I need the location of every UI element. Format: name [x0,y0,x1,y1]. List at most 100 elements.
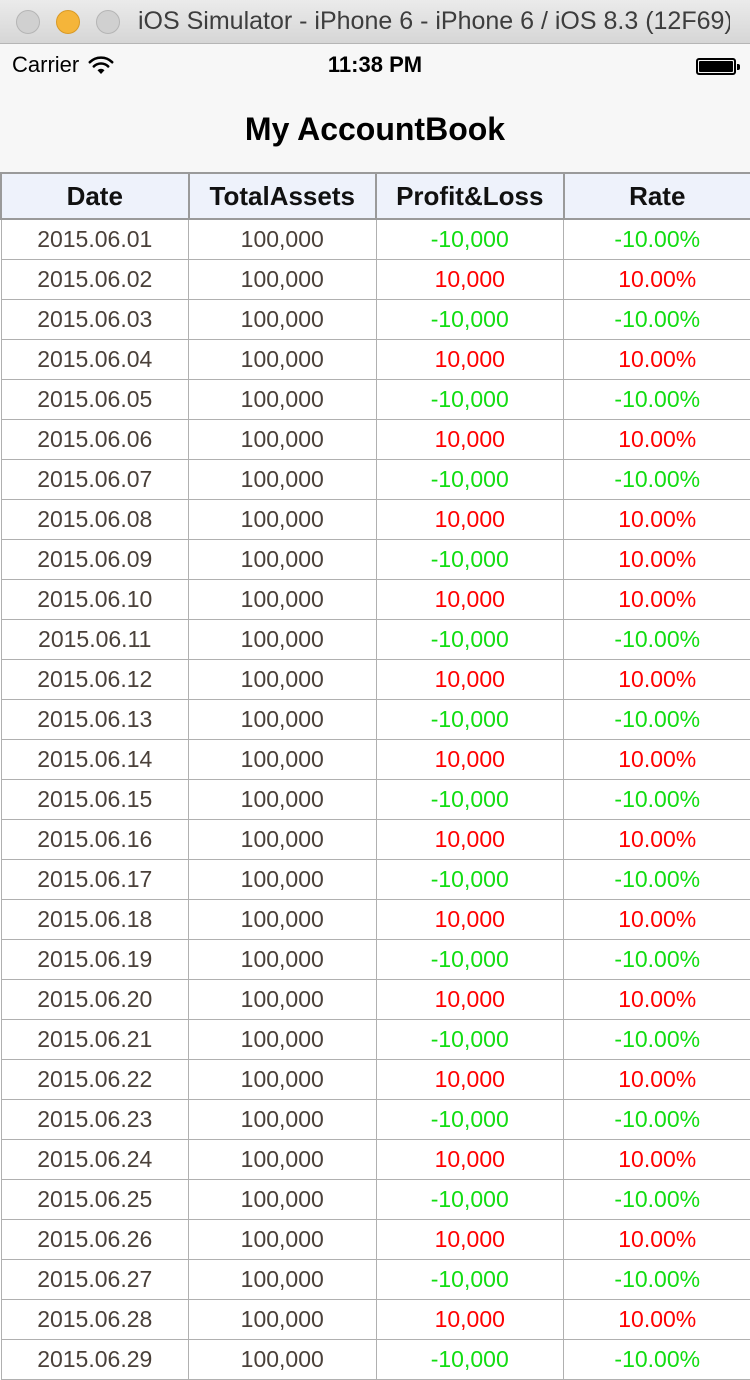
cell-total-assets: 100,000 [189,979,377,1019]
cell-total-assets: 100,000 [189,859,377,899]
cell-rate: -10.00% [564,779,750,819]
close-window-button[interactable] [16,10,40,34]
cell-date: 2015.06.12 [1,659,189,699]
zoom-window-button[interactable] [96,10,120,34]
cell-total-assets: 100,000 [189,819,377,859]
cell-rate: -10.00% [564,859,750,899]
cell-rate: 10.00% [564,899,750,939]
cell-rate: -10.00% [564,379,750,419]
cell-date: 2015.06.25 [1,1179,189,1219]
cell-date: 2015.06.16 [1,819,189,859]
cell-total-assets: 100,000 [189,299,377,339]
column-header-rate[interactable]: Rate [564,173,750,219]
cell-date: 2015.06.03 [1,299,189,339]
cell-date: 2015.06.18 [1,899,189,939]
cell-rate: -10.00% [564,699,750,739]
cell-total-assets: 100,000 [189,1339,377,1379]
cell-rate: 10.00% [564,499,750,539]
cell-rate: 10.00% [564,819,750,859]
cell-profit-loss: 10,000 [376,1059,564,1099]
cell-date: 2015.06.11 [1,619,189,659]
cell-total-assets: 100,000 [189,459,377,499]
cell-profit-loss: -10,000 [376,859,564,899]
cell-profit-loss: 10,000 [376,419,564,459]
cell-total-assets: 100,000 [189,339,377,379]
battery-icon [696,58,736,75]
cell-date: 2015.06.20 [1,979,189,1019]
cell-date: 2015.06.15 [1,779,189,819]
cell-profit-loss: 10,000 [376,899,564,939]
cell-date: 2015.06.09 [1,539,189,579]
cell-date: 2015.06.27 [1,1259,189,1299]
cell-profit-loss: -10,000 [376,1179,564,1219]
cell-date: 2015.06.17 [1,859,189,899]
column-header-date[interactable]: Date [1,173,189,219]
cell-profit-loss: 10,000 [376,499,564,539]
cell-rate: 10.00% [564,259,750,299]
cell-date: 2015.06.29 [1,1339,189,1379]
cell-rate: -10.00% [564,1339,750,1379]
cell-total-assets: 100,000 [189,1299,377,1339]
cell-profit-loss: 10,000 [376,339,564,379]
cell-date: 2015.06.05 [1,379,189,419]
cell-date: 2015.06.08 [1,499,189,539]
cell-date: 2015.06.24 [1,1139,189,1179]
cell-rate: 10.00% [564,1059,750,1099]
cell-profit-loss: 10,000 [376,979,564,1019]
cell-date: 2015.06.13 [1,699,189,739]
cell-rate: -10.00% [564,219,750,259]
minimize-window-button[interactable] [56,10,80,34]
cell-rate: -10.00% [564,1179,750,1219]
page-title: My AccountBook [245,111,505,148]
cell-profit-loss: 10,000 [376,1299,564,1339]
cell-total-assets: 100,000 [189,1219,377,1259]
cell-total-assets: 100,000 [189,419,377,459]
cell-rate: -10.00% [564,1099,750,1139]
cell-rate: 10.00% [564,659,750,699]
column-header-profit-loss[interactable]: Profit&Loss [376,173,564,219]
window-titlebar: iOS Simulator - iPhone 6 - iPhone 6 / iO… [0,0,750,44]
cell-date: 2015.06.06 [1,419,189,459]
cell-rate: -10.00% [564,619,750,659]
cell-total-assets: 100,000 [189,539,377,579]
cell-rate: 10.00% [564,539,750,579]
cell-profit-loss: -10,000 [376,699,564,739]
column-header-total-assets[interactable]: TotalAssets [189,173,377,219]
cell-profit-loss: -10,000 [376,379,564,419]
cell-profit-loss: 10,000 [376,1219,564,1259]
cell-profit-loss: 10,000 [376,259,564,299]
cell-profit-loss: 10,000 [376,1139,564,1179]
cell-total-assets: 100,000 [189,659,377,699]
cell-total-assets: 100,000 [189,619,377,659]
cell-rate: 10.00% [564,339,750,379]
